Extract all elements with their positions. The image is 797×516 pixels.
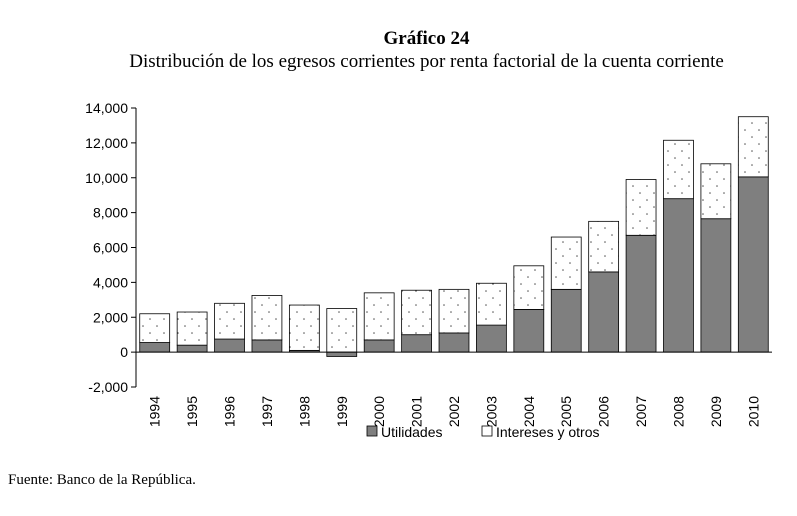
bar-intereses-2010 [737,116,769,178]
bar-intereses-2004 [513,265,545,310]
y-tick-label-12000: 12,000 [85,135,128,151]
y-tick-label-4000: 4,000 [93,274,128,290]
y-tick-label-8000: 8,000 [93,205,128,221]
x-tick-label-2004: 2004 [521,396,537,427]
bar-intereses-1997 [251,295,283,341]
chart-title: Gráfico 24 [383,28,470,49]
bar-utilidades-2009 [700,218,732,353]
bar-intereses-1995 [176,311,208,346]
bar-intereses-1999 [326,308,358,353]
x-tick-label-2009: 2009 [708,396,724,427]
x-tick-label-2006: 2006 [596,396,612,427]
bar-utilidades-2007 [625,234,657,353]
legend-swatch-utilidades [366,425,378,437]
bar-utilidades-2006 [588,271,620,353]
legend-label-intereses: Intereses y otros [496,424,600,440]
x-tick-label-2003: 2003 [483,396,499,427]
bar-intereses-2001 [401,289,432,336]
bar-intereses-2002 [438,288,470,334]
x-tick-label-2007: 2007 [633,396,649,427]
x-tick-label-1998: 1998 [296,396,312,427]
bar-intereses-2008 [663,139,694,200]
y-tick-label-10000: 10,000 [85,170,128,186]
x-tick-label-2002: 2002 [446,396,462,427]
x-tick-label-2000: 2000 [371,396,387,427]
bar-intereses-2006 [588,220,620,273]
bar-utilidades-1994 [139,342,171,353]
bar-utilidades-2000 [363,339,395,353]
bar-utilidades-2008 [663,198,694,353]
legend-swatch-intereses [481,425,493,437]
bar-utilidades-1997 [251,339,283,353]
x-tick-label-2005: 2005 [558,396,574,427]
x-tick-label-1994: 1994 [147,396,163,427]
y-tick-label-14000: 14,000 [85,100,128,116]
y-tick-label-6000: 6,000 [93,240,128,256]
bar-intereses-2007 [625,179,657,236]
y-tick-label-2000: 2,000 [93,309,128,325]
bar-utilidades-1995 [176,344,208,353]
bar-intereses-1998 [288,304,320,351]
bar-utilidades-2005 [550,288,582,353]
bar-intereses-2009 [700,163,732,220]
source-note: Fuente: Banco de la República. [8,472,196,488]
x-tick-label-1999: 1999 [334,396,350,427]
x-tick-label-2001: 2001 [409,396,425,427]
x-tick-label-1997: 1997 [259,396,275,427]
legend-label-utilidades: Utilidades [381,424,442,440]
bar-intereses-1994 [139,313,171,343]
bar-utilidades-2004 [513,309,545,353]
bar-utilidades-1999 [326,351,358,357]
y-tick-label--2000: -2,000 [88,379,128,395]
y-tick-label-0: 0 [120,344,128,360]
bar-utilidades-2010 [737,176,769,353]
bar-intereses-2003 [476,282,507,326]
x-tick-label-1996: 1996 [222,396,238,427]
x-tick-label-1995: 1995 [184,396,200,427]
legend: Utilidades Intereses y otros [366,424,600,440]
bar-intereses-1996 [214,302,245,340]
bar-utilidades-1996 [214,338,245,353]
x-tick-label-2010: 2010 [745,396,761,427]
x-tick-label-2008: 2008 [670,396,686,427]
bar-utilidades-2003 [476,324,507,353]
bar-utilidades-2001 [401,334,432,353]
bar-intereses-2000 [363,292,395,341]
bar-intereses-2005 [550,236,582,290]
bar-utilidades-2002 [438,332,470,353]
chart-subtitle: Distribución de los egresos corrientes p… [129,51,724,72]
